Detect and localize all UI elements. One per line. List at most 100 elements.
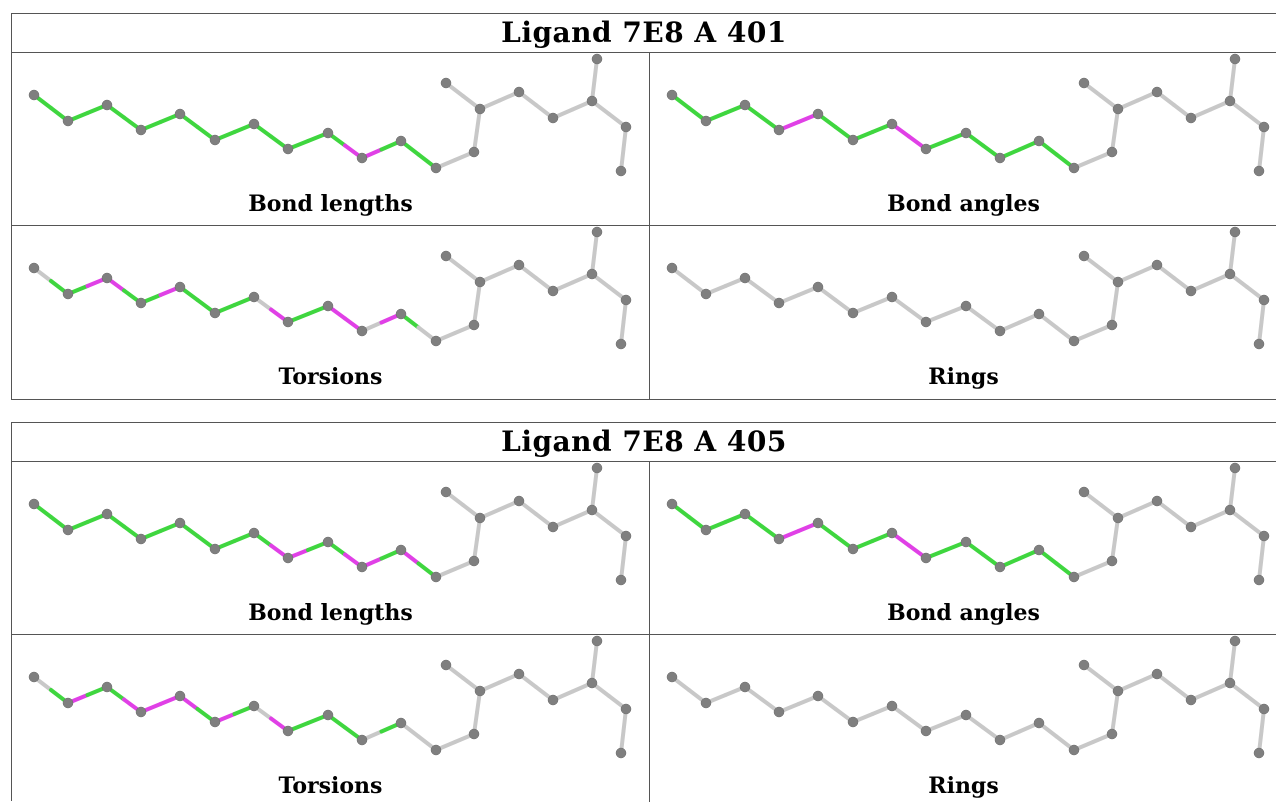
atom	[62, 288, 74, 300]
atom	[812, 281, 824, 293]
atom	[513, 495, 525, 507]
atom	[960, 709, 972, 721]
atom	[920, 143, 932, 155]
panel-label: Rings	[928, 364, 999, 390]
atom	[474, 276, 486, 288]
atom	[666, 89, 678, 101]
atom	[591, 226, 603, 238]
molecule-torsions	[28, 226, 632, 350]
grid-divider-vertical	[649, 53, 650, 400]
atom	[960, 536, 972, 548]
atom	[960, 300, 972, 312]
atom	[615, 747, 627, 759]
atom	[1106, 146, 1118, 158]
atom	[468, 728, 480, 740]
atom	[395, 308, 407, 320]
atom	[1258, 294, 1270, 306]
atom	[700, 115, 712, 127]
atom	[547, 694, 559, 706]
atom	[1078, 659, 1090, 671]
atom	[615, 165, 627, 177]
atom	[1224, 268, 1236, 280]
atom	[135, 533, 147, 545]
atom	[1258, 121, 1270, 133]
atom	[513, 668, 525, 680]
atom	[1185, 694, 1197, 706]
atom	[282, 316, 294, 328]
atom	[174, 108, 186, 120]
atom	[440, 250, 452, 262]
panel-label: Bond lengths	[248, 191, 413, 217]
atom	[886, 527, 898, 539]
atom	[1229, 635, 1241, 647]
atom	[135, 706, 147, 718]
atom	[395, 717, 407, 729]
atom	[248, 527, 260, 539]
panel-bond-lengths: Bond lengths	[12, 462, 649, 634]
atom	[1185, 112, 1197, 124]
atom	[700, 524, 712, 536]
atom	[174, 281, 186, 293]
ligand-title: Ligand 7E8 A 401	[12, 14, 1276, 53]
panel-bond-angles: Bond angles	[650, 462, 1276, 634]
atom	[322, 127, 334, 139]
atom	[440, 486, 452, 498]
atom	[28, 671, 40, 683]
atom	[440, 659, 452, 671]
atom	[1258, 530, 1270, 542]
grid-divider-horizontal	[12, 634, 1276, 635]
molecule-bond-lengths	[28, 53, 632, 177]
atom	[322, 300, 334, 312]
atom	[101, 272, 113, 284]
atom	[28, 262, 40, 274]
atom	[586, 677, 598, 689]
atom	[1033, 717, 1045, 729]
atom	[700, 288, 712, 300]
molecule-bond-angles	[666, 462, 1270, 586]
atom	[1151, 86, 1163, 98]
atom	[474, 103, 486, 115]
atom	[468, 146, 480, 158]
atom	[591, 462, 603, 474]
atom	[282, 143, 294, 155]
atom	[62, 524, 74, 536]
atom	[209, 307, 221, 319]
atom	[994, 152, 1006, 164]
atom	[513, 86, 525, 98]
atom	[209, 134, 221, 146]
atom	[739, 508, 751, 520]
atom	[1033, 308, 1045, 320]
panel-label: Bond angles	[887, 191, 1040, 217]
atom	[547, 521, 559, 533]
atom	[356, 734, 368, 746]
atom	[1068, 162, 1080, 174]
atom	[1106, 555, 1118, 567]
atom	[666, 671, 678, 683]
atom	[1068, 335, 1080, 347]
atom	[620, 294, 632, 306]
atom	[28, 89, 40, 101]
molecule-bond-lengths	[28, 462, 632, 586]
atom	[1112, 685, 1124, 697]
atom	[209, 716, 221, 728]
atom	[1224, 504, 1236, 516]
panel-bond-lengths: Bond lengths	[12, 53, 649, 225]
atom	[174, 517, 186, 529]
atom	[586, 504, 598, 516]
molecule-torsions	[28, 635, 632, 759]
atom	[1253, 747, 1265, 759]
atom	[994, 325, 1006, 337]
atom	[812, 108, 824, 120]
atom	[547, 285, 559, 297]
grid-divider-horizontal	[12, 225, 1276, 226]
atom	[773, 297, 785, 309]
atom	[886, 291, 898, 303]
atom	[615, 574, 627, 586]
atom	[739, 99, 751, 111]
atom	[920, 552, 932, 564]
atom	[1112, 512, 1124, 524]
atom	[1068, 744, 1080, 756]
atom	[1112, 103, 1124, 115]
atom	[1078, 486, 1090, 498]
atom	[773, 124, 785, 136]
